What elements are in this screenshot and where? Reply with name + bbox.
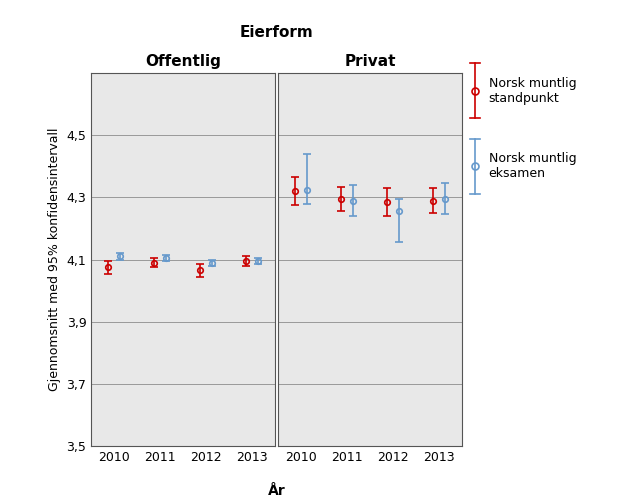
Text: År: År [268,484,286,498]
Text: Norsk muntlig
eksamen: Norsk muntlig eksamen [489,152,576,180]
Text: Norsk muntlig
standpunkt: Norsk muntlig standpunkt [489,77,576,105]
Y-axis label: Gjennomsnitt med 95% konfidensintervall: Gjennomsnitt med 95% konfidensintervall [48,128,61,391]
Title: Offentlig: Offentlig [145,54,221,69]
Text: Eierform: Eierform [240,25,314,40]
Title: Privat: Privat [345,54,396,69]
